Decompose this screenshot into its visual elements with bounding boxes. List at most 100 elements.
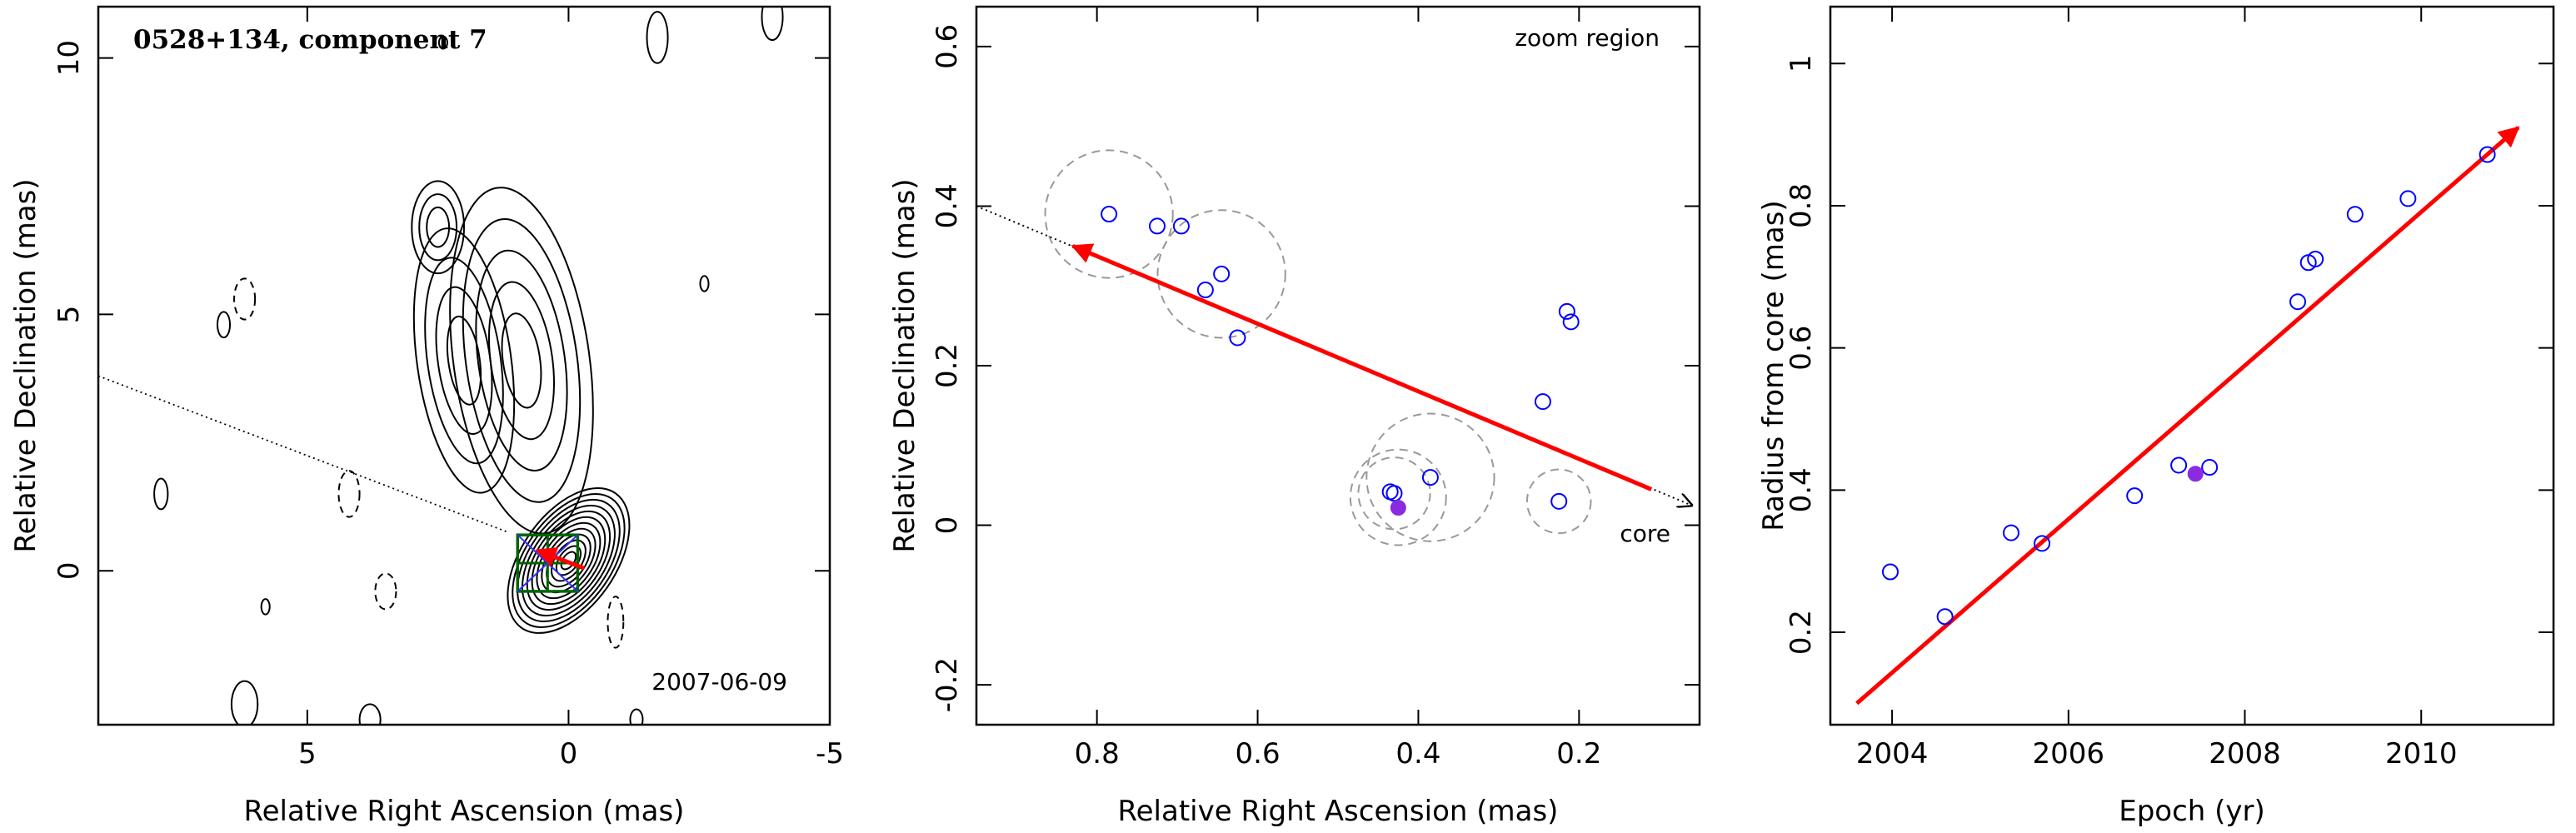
radius-epoch-y-tick-label: 1 xyxy=(1785,54,1818,72)
error-circle xyxy=(1357,456,1431,531)
radius-epoch-y-tick-label: 0.2 xyxy=(1785,610,1818,655)
contour-map-content xyxy=(98,7,784,725)
contour-line xyxy=(412,227,516,494)
zoom-panel-x-tick-label: 0.4 xyxy=(1395,737,1440,771)
contour-map-y-tick-label: 5 xyxy=(52,306,86,324)
contour-map-frame xyxy=(97,5,831,726)
data-point xyxy=(1936,608,1954,626)
data-point xyxy=(2289,293,2307,311)
zoom-panel-x-tick-label: 0.2 xyxy=(1556,737,1601,771)
zoom-panel-x-axis-label: Relative Right Ascension (mas) xyxy=(1118,795,1559,828)
noise-contour xyxy=(260,598,271,616)
contour-line xyxy=(517,498,621,623)
motion-arrow xyxy=(1071,243,1653,491)
zoom-panel-x-tick-label: 0.6 xyxy=(1236,737,1281,771)
highlight-point xyxy=(2187,466,2204,482)
noise-contour xyxy=(437,35,448,50)
data-point xyxy=(2034,535,2051,552)
zoom-panel-y-axis-label: Relative Declination (mas) xyxy=(888,178,921,552)
zoom-panel-y-tick-label: 0.2 xyxy=(931,343,964,388)
motion-arrow xyxy=(535,547,586,571)
zoom-panel-frame xyxy=(975,5,1701,726)
contour-line xyxy=(462,217,582,503)
contour-line xyxy=(449,187,594,535)
contour-line xyxy=(487,281,555,441)
error-circle xyxy=(1156,209,1286,339)
radius-epoch-x-axis-label: Epoch (yr) xyxy=(2119,795,2265,828)
noise-contour xyxy=(699,275,710,292)
noise-contour xyxy=(230,680,259,725)
noise-contour xyxy=(153,477,169,511)
core-label: core xyxy=(1620,520,1670,547)
contour-map-y-axis-label: Relative Declination (mas) xyxy=(9,178,42,552)
highlight-point xyxy=(1390,499,1406,516)
radius-epoch-y-tick-label: 0.4 xyxy=(1785,467,1818,512)
data-point xyxy=(2307,250,2324,267)
data-point xyxy=(1385,485,1403,502)
data-point xyxy=(1101,206,1118,223)
contour-map-ticks: 5 0 -5 0 5 10 xyxy=(52,7,844,771)
contour-line xyxy=(446,315,482,406)
radius-epoch-ticks: 2004 2006 2008 2010 0.2 0.4 0.6 0.8 1 xyxy=(1785,7,2554,771)
radius-epoch-x-tick-label: 2004 xyxy=(1856,737,1929,771)
negative-contour xyxy=(233,277,257,321)
noise-contour xyxy=(216,311,232,339)
contour-line xyxy=(526,510,612,611)
contour-line xyxy=(501,312,542,409)
contour-map-x-tick-label: -5 xyxy=(816,737,844,771)
radius-epoch-x-tick-label: 2010 xyxy=(2385,737,2458,771)
data-point xyxy=(1562,313,1580,331)
radius-epoch-y-axis-label: Radius from core (mas) xyxy=(1757,200,1790,531)
data-point xyxy=(1149,217,1166,235)
contour-map-x-tick-label: 5 xyxy=(298,737,317,771)
data-point xyxy=(1172,217,1190,235)
data-point xyxy=(2170,456,2188,474)
data-point xyxy=(2003,524,2019,541)
contour-map-panel: 5 0 -5 0 5 10 0528+134, component 7 2007-06-0… xyxy=(9,5,844,828)
data-point xyxy=(1881,563,1899,581)
zoom-panel-content xyxy=(976,149,1691,546)
data-point xyxy=(2201,459,2219,476)
trajectory-line xyxy=(98,375,509,533)
contour-line xyxy=(418,193,458,262)
error-circle xyxy=(1365,412,1495,542)
noise-contour xyxy=(629,708,644,725)
contour-map-y-tick-label: 0 xyxy=(52,561,86,580)
error-circle xyxy=(1349,448,1447,546)
error-circle xyxy=(1044,149,1174,279)
zoom-panel-y-tick-label: 0.4 xyxy=(931,183,964,228)
data-point xyxy=(1534,393,1551,411)
radius-epoch-x-tick-label: 2008 xyxy=(2209,737,2281,771)
observation-date-label: 2007-06-09 xyxy=(651,668,787,696)
zoom-panel-y-tick-label: 0.6 xyxy=(931,24,964,69)
contour-line xyxy=(475,249,568,471)
contour-map-title: 0528+134, component 7 xyxy=(133,25,487,55)
data-point xyxy=(2399,190,2417,207)
contour-line xyxy=(426,207,451,248)
radius-epoch-y-tick-label: 0.6 xyxy=(1785,326,1818,371)
data-point xyxy=(1558,302,1575,320)
zoom-panel-y-tick-label: 0 xyxy=(931,516,964,535)
noise-contour xyxy=(646,11,669,64)
zoom-panel: 0.8 0.6 0.4 0.2 -0.2 0 0.2 0.4 0.6 zoom region c… xyxy=(888,5,1701,828)
radius-epoch-panel: 2004 2006 2008 2010 0.2 0.4 0.6 0.8 1 Epoch (yr)… xyxy=(1757,5,2555,828)
noise-contour xyxy=(761,7,784,42)
data-point xyxy=(2479,146,2496,163)
contour-line xyxy=(521,504,616,617)
zoom-region-label: zoom region xyxy=(1515,24,1660,52)
zoom-panel-ticks: 0.8 0.6 0.4 0.2 -0.2 0 0.2 0.4 0.6 xyxy=(931,7,1700,771)
contour-line xyxy=(531,516,607,606)
contour-map-x-tick-label: 0 xyxy=(560,737,578,771)
data-point xyxy=(1550,492,1568,510)
data-point xyxy=(2126,487,2144,505)
contour-line xyxy=(435,286,493,436)
radius-epoch-content xyxy=(1855,126,2520,706)
zoom-panel-y-tick-label: -0.2 xyxy=(931,657,964,712)
data-point xyxy=(1421,469,1439,486)
noise-contour xyxy=(358,703,382,725)
data-point xyxy=(1213,265,1231,282)
fit-arrow xyxy=(1855,126,2520,706)
contour-map-x-axis-label: Relative Right Ascension (mas) xyxy=(244,795,685,828)
contour-line xyxy=(424,257,504,465)
data-point xyxy=(2346,206,2364,223)
